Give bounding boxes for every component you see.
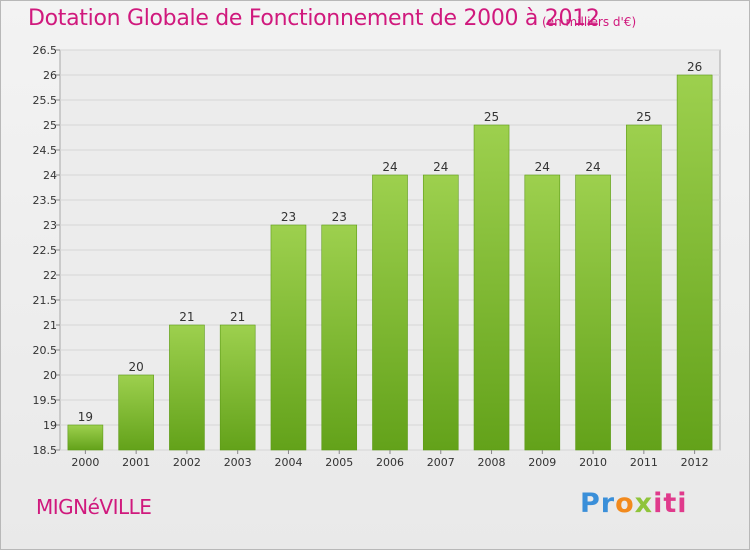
bar-data-label: 26 xyxy=(687,60,702,74)
bar xyxy=(321,224,358,451)
x-tick-label: 2011 xyxy=(630,456,658,469)
logo-part: x xyxy=(634,488,654,519)
y-tick-label: 24 xyxy=(43,169,57,182)
bar xyxy=(473,124,510,451)
y-tick-label: 19.5 xyxy=(33,394,58,407)
bar-data-label: 24 xyxy=(433,160,448,174)
bar-data-label: 21 xyxy=(179,310,194,324)
x-tick-label: 2003 xyxy=(224,456,252,469)
bar xyxy=(270,224,307,451)
y-tick-label: 25 xyxy=(43,119,57,132)
y-tick-label: 20.5 xyxy=(33,344,58,357)
bar xyxy=(67,424,104,451)
bar xyxy=(676,74,713,451)
x-tick-label: 2010 xyxy=(579,456,607,469)
y-tick-label: 25.5 xyxy=(33,94,58,107)
bar xyxy=(219,324,256,451)
bar xyxy=(118,374,154,451)
y-tick-label: 22.5 xyxy=(33,244,58,257)
bar xyxy=(372,174,408,451)
bar xyxy=(626,124,662,451)
x-axis: 2000 2001 2002 2003 2004 2005 2006 2007 2008 2009… xyxy=(71,450,709,469)
y-tick-label: 20 xyxy=(43,369,57,382)
logo-part: iti xyxy=(653,488,688,519)
x-tick-label: 2012 xyxy=(681,456,709,469)
y-tick-label: 26 xyxy=(43,69,57,82)
chart-title: Dotation Globale de Fonctionnement de 20… xyxy=(28,6,600,31)
x-tick-label: 2005 xyxy=(325,456,353,469)
town-name: MIGNéVILLE xyxy=(36,495,152,519)
bar-data-label: 24 xyxy=(585,160,600,174)
bar-data-label: 23 xyxy=(281,210,296,224)
y-tick-label: 18.5 xyxy=(33,444,58,457)
y-axis: 18.5 19 19.5 20 20.5 21 21.5 22 22.5 23 23.5 24 24.5… xyxy=(33,44,60,457)
bar xyxy=(422,174,459,451)
logo-part: Pr xyxy=(580,488,616,519)
bar xyxy=(524,174,561,451)
x-tick-label: 2006 xyxy=(376,456,404,469)
chart-unit: (en milliers d'€) xyxy=(542,15,637,29)
bar-data-label: 24 xyxy=(382,160,397,174)
y-tick-label: 26.5 xyxy=(33,44,58,57)
y-tick-label: 23 xyxy=(43,219,57,232)
bar-data-label: 25 xyxy=(484,110,499,124)
y-tick-label: 19 xyxy=(43,419,57,432)
x-tick-label: 2004 xyxy=(274,456,302,469)
proxiti-logo[interactable]: Proxiti xyxy=(580,488,688,519)
y-tick-label: 21.5 xyxy=(33,294,58,307)
bar-data-label: 20 xyxy=(129,360,144,374)
bar-data-label: 19 xyxy=(78,410,93,424)
bar-data-label: 25 xyxy=(636,110,651,124)
logo-part: o xyxy=(615,488,635,519)
x-tick-label: 2001 xyxy=(122,456,150,469)
y-tick-label: 22 xyxy=(43,269,57,282)
bars: 19 20 21 21 23 23 24 24 25 24 24 25 26 xyxy=(67,60,713,451)
x-tick-label: 2009 xyxy=(528,456,556,469)
bar-data-label: 21 xyxy=(230,310,245,324)
x-tick-label: 2008 xyxy=(478,456,506,469)
y-tick-label: 23.5 xyxy=(33,194,58,207)
bar xyxy=(169,324,205,451)
x-tick-label: 2002 xyxy=(173,456,201,469)
y-tick-label: 24.5 xyxy=(33,144,58,157)
bar xyxy=(575,174,611,451)
x-tick-label: 2000 xyxy=(71,456,99,469)
y-tick-label: 21 xyxy=(43,319,57,332)
x-tick-label: 2007 xyxy=(427,456,455,469)
bar-data-label: 23 xyxy=(332,210,347,224)
bar-data-label: 24 xyxy=(535,160,550,174)
